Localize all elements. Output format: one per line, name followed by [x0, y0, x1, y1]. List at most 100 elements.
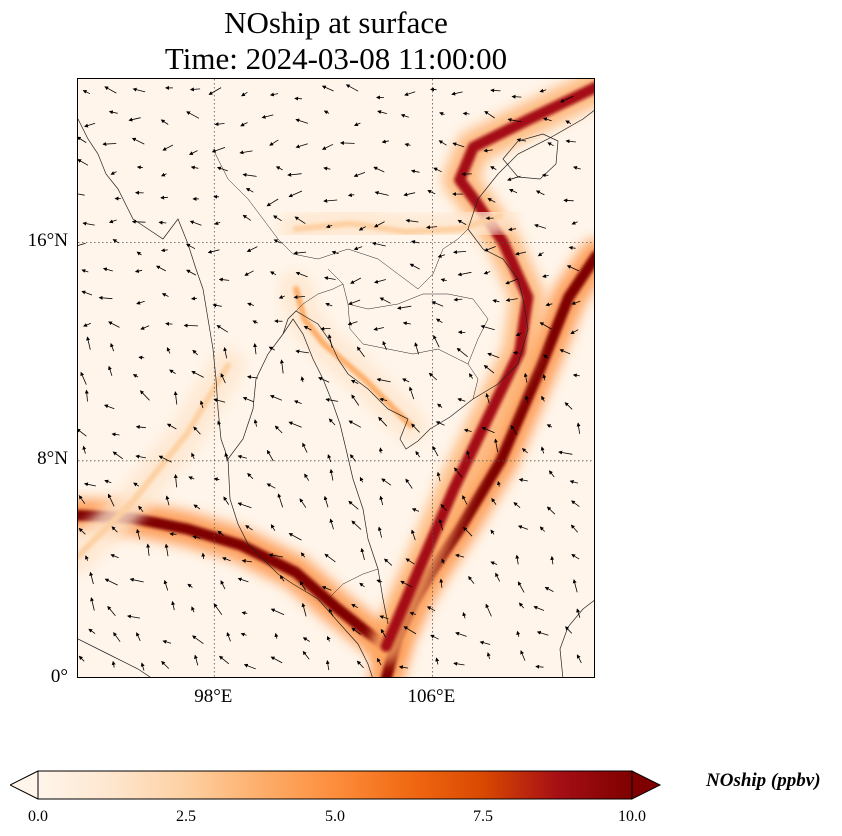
wind-vector [107, 605, 116, 617]
wind-vector [576, 654, 582, 664]
wind-vector [490, 529, 495, 535]
wind-vector [516, 138, 527, 143]
wind-vector [78, 136, 87, 143]
wind-vector [82, 445, 87, 454]
wind-vector [564, 402, 573, 410]
wind-vector [111, 526, 118, 533]
wind-vector [350, 277, 362, 284]
wind-vector [226, 632, 231, 642]
wind-vector [373, 326, 384, 331]
wind-vector [533, 605, 545, 611]
wind-vector [192, 535, 201, 540]
wind-vector [288, 533, 302, 541]
wind-vector [534, 223, 547, 229]
wind-vector [331, 250, 339, 255]
wind-vector [487, 198, 496, 203]
wind-vector [349, 454, 357, 462]
wind-vector [244, 270, 254, 276]
inland-plume [293, 212, 504, 235]
wind-vector [411, 508, 420, 512]
wind-vector [324, 276, 336, 281]
wind-vector [572, 579, 578, 593]
wind-vector [270, 271, 277, 276]
wind-vector [560, 95, 574, 103]
wind-vector [505, 297, 518, 302]
wind-vector [269, 139, 279, 146]
wind-vector [523, 372, 528, 383]
wind-vector [493, 438, 498, 453]
wind-vector [348, 299, 361, 305]
wind-vector [323, 198, 338, 203]
colorbar-label: NOship (ppbv) [706, 770, 821, 791]
wind-vector [213, 398, 226, 403]
wind-vector [191, 452, 195, 459]
wind-vector [573, 166, 581, 170]
wind-vector [570, 524, 578, 533]
wind-vector [415, 450, 421, 458]
wind-vector [546, 424, 553, 428]
wind-vector [353, 246, 363, 251]
wind-vector [431, 301, 444, 307]
wind-vector [414, 342, 419, 355]
wind-vector [302, 650, 310, 660]
wind-vector [188, 476, 195, 480]
wind-vector [457, 397, 466, 402]
wind-vector [485, 603, 492, 617]
wind-vector [351, 604, 358, 609]
wind-vector [328, 608, 334, 617]
wind-vector [320, 326, 331, 331]
colorbar [10, 770, 662, 800]
wind-vector [359, 582, 365, 588]
wind-vector [274, 425, 283, 434]
wind-vector [269, 92, 279, 97]
wind-vector [356, 346, 365, 358]
wind-vector [166, 347, 171, 354]
wind-vector [437, 254, 446, 258]
wind-vector [294, 216, 306, 224]
wind-vector [112, 239, 120, 244]
wind-vector [433, 334, 440, 348]
wind-vector [245, 525, 253, 531]
colorbar-tick-4: 10.0 [618, 808, 646, 825]
wind-vector [510, 425, 518, 435]
wind-vector [348, 500, 359, 510]
wind-vector [253, 343, 258, 355]
wind-vector [111, 432, 120, 437]
wind-vector [542, 374, 547, 381]
wind-vector [81, 290, 93, 296]
wind-vector [539, 322, 552, 330]
wind-vector [565, 626, 573, 634]
wind-vector [411, 423, 420, 433]
wind-vector [218, 277, 230, 282]
wind-vector [161, 293, 169, 297]
wind-vector [135, 425, 146, 430]
wind-vector [104, 479, 112, 484]
wind-vector [273, 239, 282, 244]
wind-vector [173, 391, 178, 405]
wind-vector [323, 110, 330, 115]
wind-vector [279, 574, 285, 582]
wind-vector [127, 614, 140, 619]
wind-vector [402, 378, 410, 383]
wind-vector [353, 172, 366, 178]
wind-vector [398, 665, 409, 670]
wind-vector [491, 497, 497, 505]
wind-vector [191, 606, 195, 613]
colorbar-min-extension [10, 771, 38, 799]
wind-vector [300, 376, 305, 383]
wind-vector [512, 350, 519, 355]
wind-vector [403, 626, 417, 635]
wind-vector [128, 117, 141, 122]
wind-vector [432, 445, 439, 457]
wind-vector [207, 249, 220, 254]
wind-vector [547, 142, 554, 147]
wind-vector [517, 581, 525, 593]
wind-vector [136, 251, 142, 256]
wind-vector [267, 449, 274, 462]
wind-vector [241, 559, 252, 564]
wind-vector [242, 172, 257, 177]
wind-vector [208, 87, 222, 95]
wind-vector [270, 608, 285, 616]
wind-vector [515, 554, 520, 565]
wind-vector [160, 119, 169, 125]
